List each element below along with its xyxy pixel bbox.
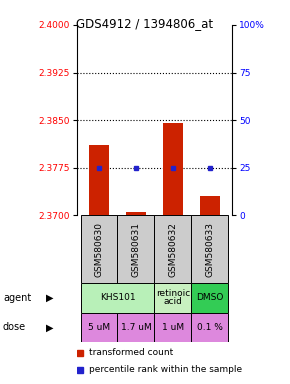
Text: GSM580631: GSM580631 bbox=[131, 222, 140, 276]
Text: 5 uM: 5 uM bbox=[88, 323, 110, 332]
Text: transformed count: transformed count bbox=[89, 348, 173, 357]
Bar bbox=[117, 215, 154, 283]
Text: ▶: ▶ bbox=[46, 322, 53, 332]
Bar bbox=[191, 313, 228, 342]
Bar bbox=[81, 283, 155, 313]
Bar bbox=[89, 146, 109, 215]
Text: GSM580632: GSM580632 bbox=[168, 222, 177, 276]
Text: 0.1 %: 0.1 % bbox=[197, 323, 223, 332]
Text: agent: agent bbox=[3, 293, 31, 303]
Bar bbox=[200, 196, 220, 215]
Text: GSM580630: GSM580630 bbox=[95, 222, 104, 276]
Bar bbox=[126, 212, 146, 215]
Text: DMSO: DMSO bbox=[196, 293, 224, 302]
Text: percentile rank within the sample: percentile rank within the sample bbox=[89, 365, 242, 374]
Bar bbox=[81, 313, 117, 342]
Bar bbox=[155, 313, 191, 342]
Text: 1 uM: 1 uM bbox=[162, 323, 184, 332]
Text: GDS4912 / 1394806_at: GDS4912 / 1394806_at bbox=[77, 17, 213, 30]
Bar bbox=[155, 283, 191, 313]
Bar bbox=[191, 283, 228, 313]
Text: KHS101: KHS101 bbox=[100, 293, 135, 302]
Bar bbox=[163, 123, 183, 215]
Text: retinoic
acid: retinoic acid bbox=[156, 289, 190, 306]
Bar bbox=[81, 215, 117, 283]
Text: 1.7 uM: 1.7 uM bbox=[121, 323, 151, 332]
Bar bbox=[191, 215, 228, 283]
Text: dose: dose bbox=[3, 322, 26, 332]
Bar bbox=[155, 215, 191, 283]
Bar bbox=[117, 313, 154, 342]
Text: ▶: ▶ bbox=[46, 293, 53, 303]
Text: GSM580633: GSM580633 bbox=[205, 222, 214, 276]
